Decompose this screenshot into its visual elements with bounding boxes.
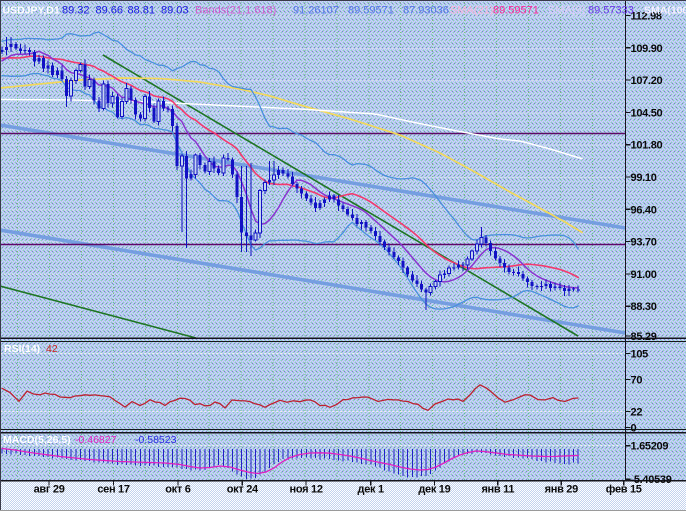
svg-text:фев 15: фев 15 (606, 484, 642, 496)
svg-text:авг 29: авг 29 (34, 484, 65, 496)
svg-text:89.57333: 89.57333 (588, 5, 634, 17)
svg-text:96.40: 96.40 (631, 204, 657, 216)
svg-text:22: 22 (631, 407, 643, 419)
svg-text:105: 105 (631, 349, 649, 361)
svg-text:88.30: 88.30 (631, 301, 657, 313)
svg-text:дек 1: дек 1 (358, 484, 384, 496)
svg-text:89.59571: 89.59571 (493, 5, 539, 17)
svg-text:ноя 12: ноя 12 (290, 484, 323, 496)
svg-text:89.32: 89.32 (62, 5, 90, 17)
svg-text:89.03: 89.03 (161, 5, 189, 17)
svg-text:SMA(21): SMA(21) (450, 5, 493, 17)
svg-text:дек 19: дек 19 (418, 484, 450, 496)
svg-text:112.98: 112.98 (631, 11, 662, 23)
svg-text:107.20: 107.20 (631, 75, 663, 87)
svg-text:42: 42 (46, 343, 58, 355)
svg-text:70: 70 (631, 375, 643, 387)
svg-text:SMA(100: SMA(100 (644, 5, 686, 17)
svg-text:99.10: 99.10 (631, 172, 657, 184)
svg-text:101.80: 101.80 (631, 140, 663, 152)
svg-text:янв 11: янв 11 (481, 484, 514, 496)
svg-text:MACD(5,26,5): MACD(5,26,5) (3, 434, 71, 446)
svg-text:1.65209: 1.65209 (631, 441, 669, 453)
svg-text:91.26107: 91.26107 (293, 5, 339, 17)
svg-text:88.81: 88.81 (128, 5, 156, 17)
svg-text:USDJPY,D1: USDJPY,D1 (3, 5, 60, 17)
svg-text:RSI(14): RSI(14) (4, 343, 40, 355)
svg-text:-0.46827: -0.46827 (75, 434, 117, 446)
svg-text:-5.40539: -5.40539 (631, 474, 672, 486)
svg-text:0: 0 (631, 423, 637, 435)
svg-text:93.70: 93.70 (631, 237, 657, 249)
svg-text:окт 6: окт 6 (165, 484, 190, 496)
svg-text:109.90: 109.90 (631, 43, 663, 55)
svg-text:89.59571: 89.59571 (348, 5, 394, 17)
svg-text:Bands(21,1.618): Bands(21,1.618) (195, 5, 276, 17)
svg-text:окт 24: окт 24 (227, 484, 259, 496)
svg-text:-0.58523: -0.58523 (135, 434, 177, 446)
svg-text:85.29: 85.29 (631, 331, 657, 343)
svg-text:янв 29: янв 29 (545, 484, 578, 496)
svg-text:104.50: 104.50 (631, 107, 663, 119)
svg-text:89.66: 89.66 (96, 5, 124, 17)
svg-text:SMA(9): SMA(9) (548, 5, 585, 17)
svg-text:87.93036: 87.93036 (403, 5, 449, 17)
svg-text:91.00: 91.00 (631, 269, 657, 281)
svg-text:сен 17: сен 17 (97, 484, 130, 496)
